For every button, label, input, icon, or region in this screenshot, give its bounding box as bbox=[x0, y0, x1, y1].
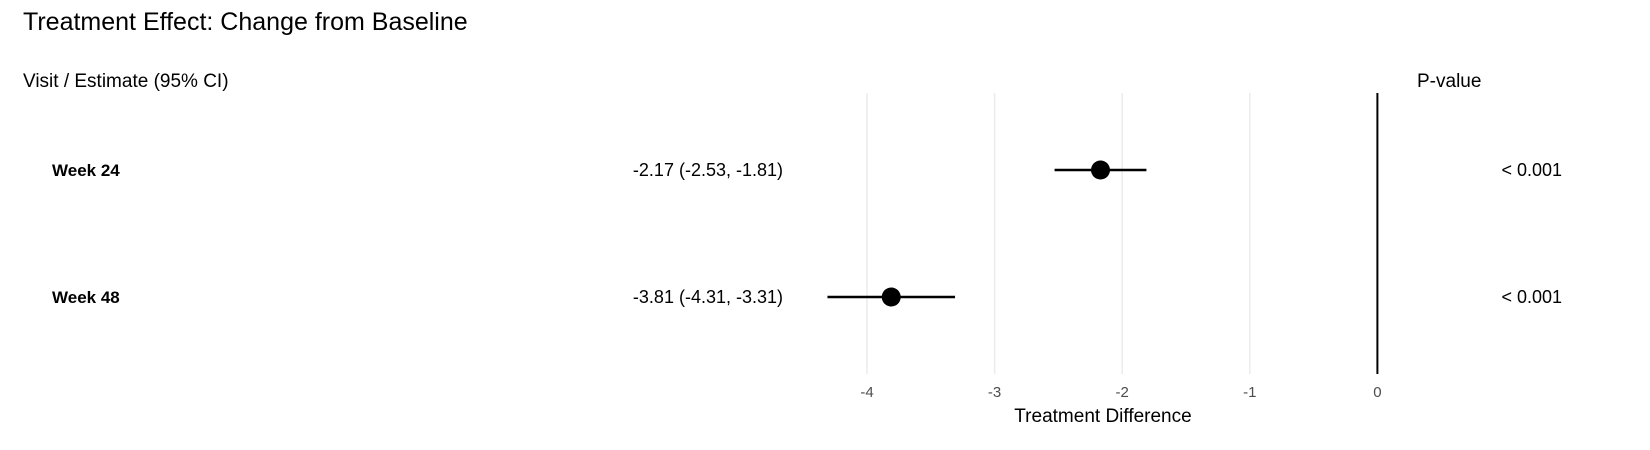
grid-lines bbox=[866, 93, 1251, 374]
row-label: Week 48 bbox=[52, 288, 120, 307]
x-axis-title: Treatment Difference bbox=[1014, 406, 1191, 427]
row-label: Week 24 bbox=[52, 161, 120, 180]
estimate-text: -3.81 (-4.31, -3.31) bbox=[633, 287, 783, 307]
row-week-48: Week 48 -3.81 (-4.31, -3.31) < 0.001 bbox=[52, 287, 1562, 307]
x-axis-ticks: -4 -3 -2 -1 0 bbox=[860, 384, 1381, 401]
left-header: Visit / Estimate (95% CI) bbox=[23, 71, 229, 92]
x-tick-label: 0 bbox=[1373, 384, 1381, 401]
x-tick-label: -1 bbox=[1243, 384, 1256, 401]
p-value: < 0.001 bbox=[1501, 287, 1562, 307]
estimate-point bbox=[881, 287, 901, 307]
chart-title: Treatment Effect: Change from Baseline bbox=[23, 8, 468, 36]
right-header: P-value bbox=[1417, 71, 1481, 92]
estimate-point bbox=[1091, 160, 1111, 180]
x-tick-label: -2 bbox=[1116, 384, 1129, 401]
x-tick-label: -3 bbox=[988, 384, 1001, 401]
estimate-text: -2.17 (-2.53, -1.81) bbox=[633, 160, 783, 180]
p-value: < 0.001 bbox=[1501, 160, 1562, 180]
x-tick-label: -4 bbox=[860, 384, 873, 401]
row-week-24: Week 24 -2.17 (-2.53, -1.81) < 0.001 bbox=[52, 160, 1562, 180]
